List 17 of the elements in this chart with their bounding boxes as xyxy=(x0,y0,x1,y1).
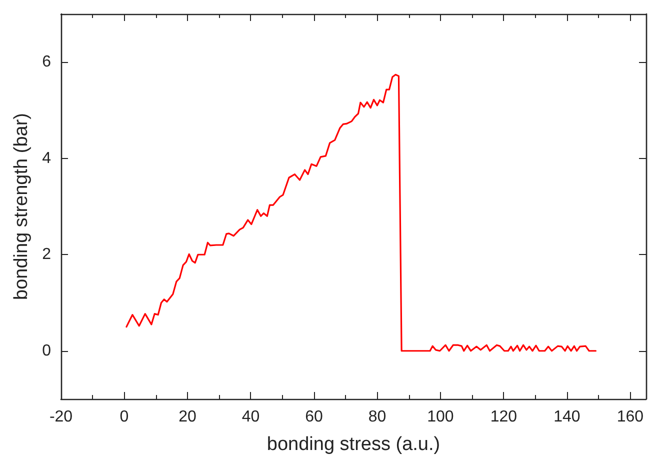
y-tick-label: 0 xyxy=(42,342,52,360)
x-tick-label: 80 xyxy=(368,408,386,426)
x-tick-label: 60 xyxy=(305,408,323,426)
x-tick-label: -20 xyxy=(49,408,73,426)
x-axis-title: bonding stress (a.u.) xyxy=(266,434,440,455)
line-series xyxy=(126,74,597,352)
x-tick-label: 40 xyxy=(242,408,260,426)
y-tick-label: 4 xyxy=(42,150,52,167)
x-tick-label: 160 xyxy=(616,408,644,426)
x-tick-label: 20 xyxy=(178,408,196,426)
x-tick-label: 120 xyxy=(490,408,518,426)
x-tick-label: 100 xyxy=(427,408,454,426)
y-axis-title: bonding strength (bar) xyxy=(11,113,32,300)
x-tick-label: 140 xyxy=(554,408,580,426)
y-tick-label: 6 xyxy=(42,54,52,71)
x-tick-label: 0 xyxy=(120,408,129,426)
y-tick-label: 2 xyxy=(42,246,52,264)
